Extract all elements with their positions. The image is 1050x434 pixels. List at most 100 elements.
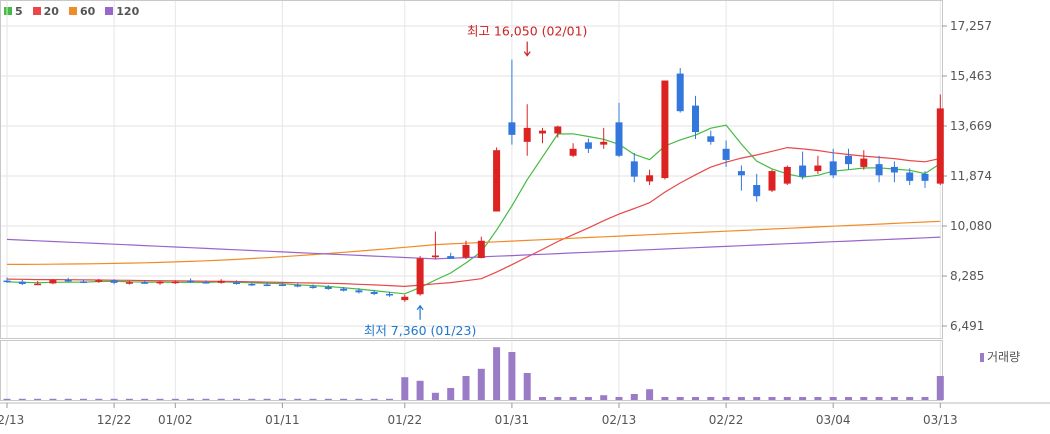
candle bbox=[416, 256, 424, 296]
volume-bar bbox=[477, 368, 485, 400]
volume-bar bbox=[875, 397, 883, 400]
candle-body bbox=[64, 279, 72, 282]
candle-body bbox=[829, 161, 837, 176]
x-tick-label: 12/22 bbox=[97, 413, 132, 427]
candle bbox=[707, 130, 715, 145]
candle bbox=[248, 281, 256, 286]
candle bbox=[554, 125, 562, 138]
legend-swatch-ma120 bbox=[105, 7, 114, 15]
volume-bar bbox=[523, 373, 531, 400]
candle-body bbox=[523, 127, 531, 142]
candle-body bbox=[171, 281, 179, 284]
x-tick-label: 02/13 bbox=[602, 413, 637, 427]
x-tick-label: 01/22 bbox=[388, 413, 423, 427]
volume-bar bbox=[324, 398, 332, 400]
y-tick-label: 15,463 bbox=[950, 69, 992, 83]
volume-bar bbox=[263, 398, 271, 400]
volume-bar bbox=[355, 398, 363, 400]
candle bbox=[64, 277, 72, 283]
volume-bar bbox=[80, 398, 87, 400]
candle bbox=[49, 279, 57, 285]
candle-body bbox=[676, 73, 684, 112]
volume-bar bbox=[753, 397, 761, 400]
ma-line-20 bbox=[6, 146, 941, 288]
y-tick-label: 10,080 bbox=[950, 219, 992, 233]
candle-body bbox=[584, 142, 592, 149]
candle bbox=[676, 67, 684, 113]
volume-bar bbox=[707, 397, 715, 400]
volume-bar bbox=[18, 398, 26, 400]
volume-bar bbox=[646, 389, 654, 400]
candles bbox=[3, 59, 944, 302]
candle-body bbox=[278, 284, 286, 287]
candle bbox=[141, 280, 149, 284]
volume-bar bbox=[370, 398, 378, 400]
volume-bar bbox=[860, 397, 868, 400]
candle bbox=[324, 285, 332, 290]
candle-body bbox=[447, 256, 455, 259]
legend-swatch-ma60 bbox=[68, 7, 77, 15]
legend-item-ma60: 60 bbox=[68, 4, 96, 18]
x-tick-label: 02/22 bbox=[709, 413, 744, 427]
volume-bar bbox=[294, 398, 302, 400]
candle bbox=[355, 288, 363, 294]
legend-label-ma120: 120 bbox=[116, 4, 140, 18]
candle bbox=[18, 279, 26, 286]
candle-body bbox=[217, 280, 225, 283]
y-tick-label: 13,669 bbox=[950, 119, 992, 133]
legend-swatch-ma5 bbox=[4, 7, 12, 15]
candle bbox=[753, 173, 761, 202]
volume-bar bbox=[187, 398, 195, 400]
candle-body bbox=[707, 136, 715, 142]
x-tick-label: 03/13 bbox=[923, 413, 958, 427]
candle-body bbox=[156, 281, 164, 284]
volume-bar bbox=[416, 380, 424, 400]
candle bbox=[401, 294, 409, 302]
candle bbox=[768, 169, 776, 192]
volume-legend-label: 거래량 bbox=[987, 350, 1020, 364]
candle bbox=[860, 150, 868, 170]
volume-bar bbox=[814, 397, 822, 400]
candle bbox=[783, 165, 791, 186]
x-tick-label: 01/31 bbox=[495, 413, 530, 427]
candle bbox=[845, 148, 852, 170]
ma-line-120 bbox=[6, 236, 941, 260]
volume-bar bbox=[110, 398, 118, 400]
candle-body bbox=[187, 280, 195, 283]
candle bbox=[890, 161, 898, 183]
candle-body bbox=[921, 173, 929, 181]
candle-body bbox=[615, 122, 623, 156]
volume-bar bbox=[431, 392, 439, 400]
x-tick-label: 01/02 bbox=[158, 413, 193, 427]
volume-legend-swatch bbox=[980, 353, 984, 362]
legend-label-ma60: 60 bbox=[79, 4, 96, 18]
candle bbox=[95, 278, 103, 283]
candle bbox=[692, 95, 699, 140]
legend-label-ma20: 20 bbox=[43, 4, 59, 18]
candle-body bbox=[263, 284, 271, 287]
volume-bar bbox=[401, 377, 409, 400]
legend-item-ma20: 20 bbox=[32, 4, 59, 18]
volume-bar bbox=[630, 394, 638, 400]
candle-body bbox=[248, 283, 256, 286]
volume-bar bbox=[569, 397, 577, 400]
candle bbox=[447, 252, 455, 259]
candle-body bbox=[569, 148, 577, 156]
volume-bar bbox=[202, 398, 210, 400]
candle-body bbox=[431, 255, 439, 258]
volume-bar bbox=[447, 388, 455, 400]
ma-line-5 bbox=[6, 124, 941, 295]
candle-body bbox=[646, 175, 654, 182]
candle bbox=[600, 127, 608, 149]
candle-body bbox=[539, 130, 546, 134]
candle bbox=[309, 284, 317, 289]
candle-body bbox=[722, 148, 730, 160]
candle-body bbox=[799, 165, 807, 177]
legend-swatch-ma20 bbox=[32, 7, 41, 15]
candle bbox=[34, 281, 42, 286]
candle-body bbox=[477, 240, 485, 259]
volume-bar bbox=[278, 398, 286, 400]
volume-bar bbox=[554, 397, 562, 400]
candle-body bbox=[493, 150, 501, 212]
volume-bar bbox=[171, 398, 179, 400]
